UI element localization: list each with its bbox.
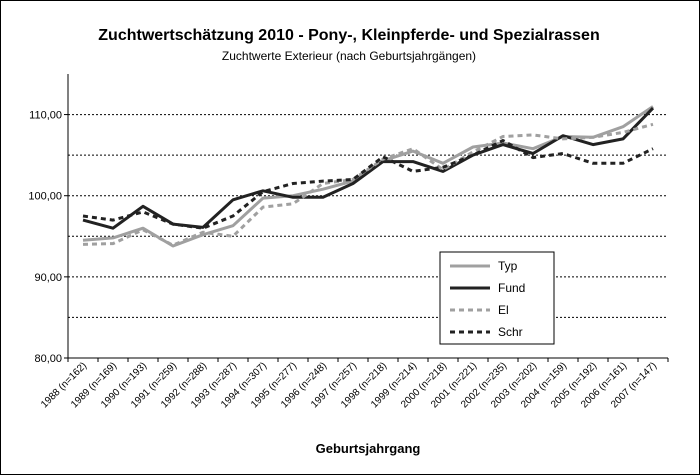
- series-line-el: [82, 122, 654, 247]
- series-line-schr: [82, 139, 654, 230]
- legend-label-typ: Typ: [498, 259, 518, 273]
- legend-label-el: El: [498, 303, 509, 317]
- y-tick-label: 100,00: [28, 191, 62, 203]
- series-lines: [82, 105, 655, 248]
- y-tick-label: 80,00: [34, 353, 62, 365]
- chart-title: Zuchtwertschätzung 2010 - Pony-, Kleinpf…: [98, 27, 599, 44]
- y-tick-label: 90,00: [34, 272, 62, 284]
- legend-label-fund: Fund: [498, 281, 525, 295]
- legend: Typ Fund El Schr: [439, 251, 555, 345]
- y-tick-label: 110,00: [29, 110, 62, 122]
- series-line-typ: [82, 105, 654, 248]
- chart-subtitle: Zuchtwerte Exterieur (nach Geburtsjahrgä…: [222, 49, 476, 63]
- legend-label-schr: Schr: [498, 325, 523, 339]
- x-axis-label: Geburtsjahrgang: [316, 441, 421, 456]
